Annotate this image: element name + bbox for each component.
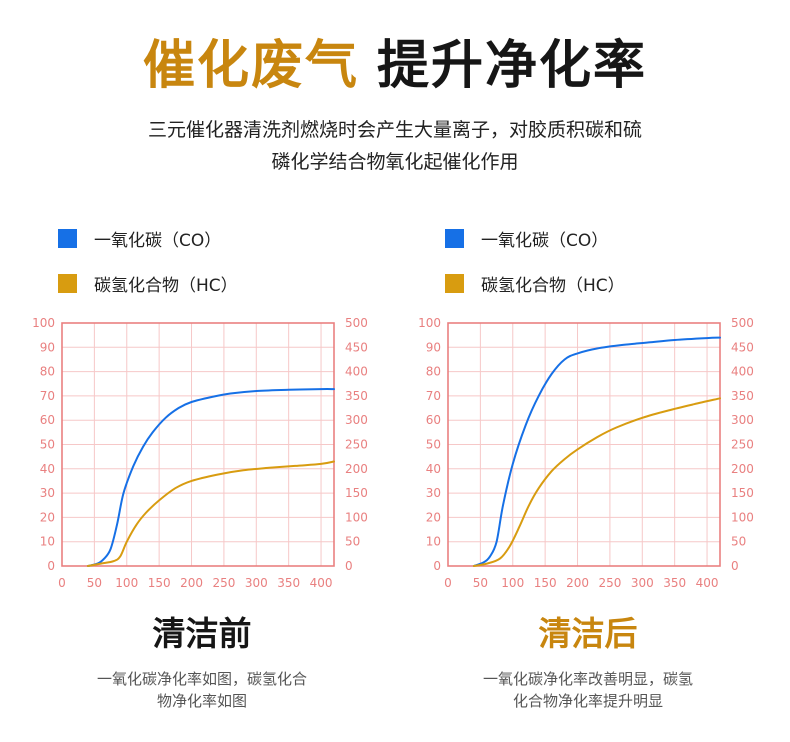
legend-swatch-hc bbox=[445, 273, 464, 293]
desc-before-line-1: 一氧化碳净化率如图，碳氢化合 bbox=[96, 670, 307, 688]
y-left-tick-label: 80 bbox=[426, 365, 441, 379]
y-left-tick-label: 20 bbox=[426, 510, 441, 524]
desc-before-line-2: 物净化率如图 bbox=[156, 692, 247, 710]
y-left-tick-label: 100 bbox=[32, 316, 55, 330]
y-right-tick-label: 350 bbox=[345, 389, 368, 403]
x-tick-label: 300 bbox=[245, 576, 268, 590]
y-right-tick-label: 350 bbox=[731, 389, 754, 403]
y-right-tick-label: 150 bbox=[731, 486, 754, 500]
y-right-tick-label: 150 bbox=[345, 486, 368, 500]
y-right-tick-label: 450 bbox=[731, 340, 754, 354]
y-right-tick-label: 100 bbox=[731, 510, 754, 524]
x-tick-label: 150 bbox=[148, 576, 171, 590]
legend-label-co: 一氧化碳（CO） bbox=[94, 230, 222, 251]
y-right-tick-label: 500 bbox=[731, 316, 754, 330]
series-line-hc bbox=[86, 460, 335, 567]
y-left-tick-label: 50 bbox=[426, 438, 441, 452]
plot-frame bbox=[61, 322, 335, 567]
caption-before: 清洁前 bbox=[152, 614, 252, 653]
y-right-tick-label: 400 bbox=[345, 365, 368, 379]
series-line-co bbox=[86, 388, 335, 567]
y-right-tick-label: 300 bbox=[345, 413, 368, 427]
y-left-tick-label: 30 bbox=[40, 486, 55, 500]
x-tick-label: 100 bbox=[501, 576, 524, 590]
x-tick-label: 350 bbox=[663, 576, 686, 590]
y-left-tick-label: 100 bbox=[418, 316, 441, 330]
y-left-tick-label: 10 bbox=[40, 535, 55, 549]
caption-after: 清洁后 bbox=[538, 614, 638, 653]
y-right-tick-label: 100 bbox=[345, 510, 368, 524]
legend-co-right: 一氧化碳（CO） bbox=[445, 227, 609, 251]
y-right-tick-label: 450 bbox=[345, 340, 368, 354]
y-right-tick-label: 500 bbox=[345, 316, 368, 330]
chart-after: 0 10 20 30 40 50 60 70 80 90 100 0 50 100 150 200 250 300… bbox=[418, 316, 754, 590]
y-left-tick-label: 70 bbox=[426, 389, 441, 403]
desc-after-line-2: 化合物净化率提升明显 bbox=[512, 692, 663, 710]
y-left-tick-label: 60 bbox=[426, 413, 441, 427]
y-right-tick-label: 50 bbox=[731, 535, 746, 549]
chart-before: 0 10 20 30 40 50 60 70 80 90 100 0 50 100 150 200 250 300… bbox=[32, 316, 368, 590]
y-right-tick-label: 200 bbox=[731, 462, 754, 476]
legend-hc-left: 碳氢化合物（HC） bbox=[58, 272, 238, 296]
x-tick-label: 200 bbox=[566, 576, 589, 590]
y-right-tick-label: 250 bbox=[345, 438, 368, 452]
x-tick-label: 250 bbox=[598, 576, 621, 590]
desc-after-line-1: 一氧化碳净化率改善明显，碳氢 bbox=[482, 670, 693, 688]
y-left-tick-label: 40 bbox=[426, 462, 441, 476]
x-tick-label: 0 bbox=[444, 576, 452, 590]
subtitle-line-2: 磷化学结合物氧化起催化作用 bbox=[271, 151, 519, 173]
legend-label-hc: 碳氢化合物（HC） bbox=[481, 275, 625, 296]
legend-label-co: 一氧化碳（CO） bbox=[481, 230, 609, 251]
y-left-tick-label: 0 bbox=[47, 559, 55, 573]
x-tick-label: 0 bbox=[58, 576, 66, 590]
y-left-tick-label: 90 bbox=[426, 340, 441, 354]
y-left-tick-label: 70 bbox=[40, 389, 55, 403]
x-tick-label: 50 bbox=[473, 576, 488, 590]
series-line-co bbox=[472, 336, 721, 567]
x-tick-label: 100 bbox=[115, 576, 138, 590]
x-tick-label: 150 bbox=[534, 576, 557, 590]
y-left-tick-label: 50 bbox=[40, 438, 55, 452]
plot-frame bbox=[447, 322, 721, 567]
x-tick-label: 250 bbox=[212, 576, 235, 590]
legend-co-left: 一氧化碳（CO） bbox=[58, 227, 222, 251]
legend-label-hc: 碳氢化合物（HC） bbox=[94, 275, 238, 296]
y-left-tick-label: 80 bbox=[40, 365, 55, 379]
x-tick-label: 50 bbox=[87, 576, 102, 590]
page-title: 催化废气 提升净化率 bbox=[0, 34, 790, 98]
legend-swatch-hc bbox=[58, 273, 77, 293]
x-tick-label: 350 bbox=[277, 576, 300, 590]
y-right-tick-label: 200 bbox=[345, 462, 368, 476]
y-right-tick-label: 300 bbox=[731, 413, 754, 427]
x-tick-label: 400 bbox=[696, 576, 719, 590]
x-tick-label: 300 bbox=[631, 576, 654, 590]
series-line-hc bbox=[472, 397, 721, 567]
y-right-tick-label: 50 bbox=[345, 535, 360, 549]
y-right-tick-label: 250 bbox=[731, 438, 754, 452]
title-rest: 提升净化率 bbox=[377, 36, 648, 96]
x-tick-label: 400 bbox=[310, 576, 333, 590]
y-right-tick-label: 400 bbox=[731, 365, 754, 379]
x-tick-label: 200 bbox=[180, 576, 203, 590]
y-left-tick-label: 40 bbox=[40, 462, 55, 476]
y-left-tick-label: 60 bbox=[40, 413, 55, 427]
legend-hc-right: 碳氢化合物（HC） bbox=[445, 272, 625, 296]
subtitle-line-1: 三元催化器清洗剂燃烧时会产生大量离子，对胶质积碳和硫 bbox=[147, 119, 642, 141]
y-left-tick-label: 20 bbox=[40, 510, 55, 524]
y-left-tick-label: 90 bbox=[40, 340, 55, 354]
y-left-tick-label: 0 bbox=[433, 559, 441, 573]
legend-swatch-co bbox=[58, 228, 77, 248]
y-right-tick-label: 0 bbox=[345, 559, 353, 573]
y-left-tick-label: 30 bbox=[426, 486, 441, 500]
y-right-tick-label: 0 bbox=[731, 559, 739, 573]
title-highlight: 催化废气 bbox=[142, 36, 359, 96]
y-left-tick-label: 10 bbox=[426, 535, 441, 549]
legend-swatch-co bbox=[445, 228, 464, 248]
